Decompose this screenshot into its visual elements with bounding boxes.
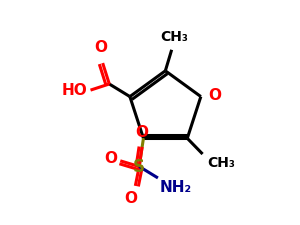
Text: S: S [133,158,145,176]
Text: O: O [208,88,221,103]
Text: CH₃: CH₃ [160,30,188,44]
Text: NH₂: NH₂ [160,180,192,195]
Text: O: O [136,125,148,140]
Text: O: O [94,40,107,55]
Text: O: O [104,151,117,166]
Text: O: O [124,191,137,206]
Text: HO: HO [61,83,87,98]
Text: CH₃: CH₃ [207,156,235,170]
